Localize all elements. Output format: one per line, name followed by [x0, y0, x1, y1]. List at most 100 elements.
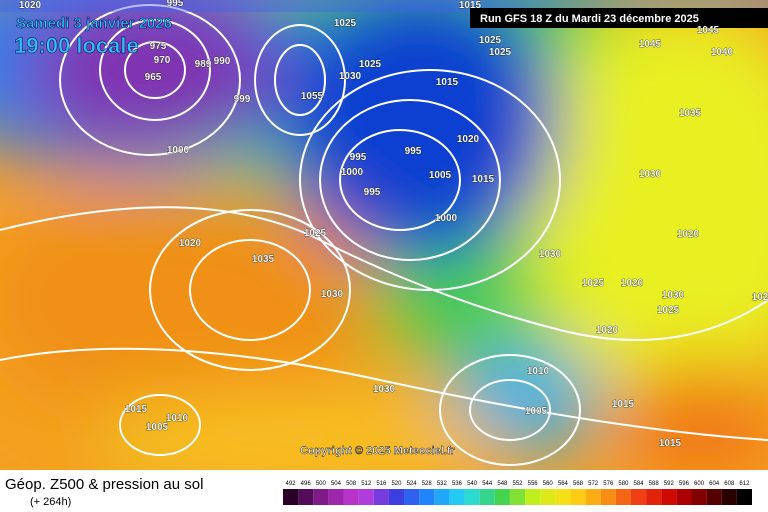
legend-swatch	[404, 489, 420, 505]
isobar-label: 1045	[639, 39, 662, 50]
legend-swatch	[298, 489, 314, 505]
legend-label: 504	[331, 481, 342, 487]
legend-swatch	[706, 489, 722, 505]
isobar-label: 1025	[582, 278, 605, 289]
legend-label: 548	[497, 481, 508, 487]
legend-swatch	[419, 489, 435, 505]
isobar-label: 1010	[527, 366, 550, 377]
legend-swatch	[283, 489, 299, 505]
isobar-label: 102	[752, 292, 768, 303]
isobar-label: 989	[195, 59, 212, 70]
legend-swatch	[509, 489, 526, 505]
legend-swatch	[661, 489, 677, 505]
isobar-label: 1000	[435, 213, 458, 224]
isobar-label: 1030	[662, 290, 685, 301]
legend-label: 608	[724, 481, 735, 487]
legend-label: 592	[664, 481, 675, 487]
legend-label: 512	[361, 481, 372, 487]
legend-swatch	[540, 489, 556, 505]
isobar-label: 1020	[179, 238, 202, 249]
legend-swatch	[449, 489, 465, 505]
date: Samedi 3 janvier 2026	[16, 15, 172, 32]
isobar-label: 1025	[479, 35, 502, 46]
legend-swatch	[328, 489, 344, 505]
isobar-label: 1010	[166, 413, 189, 424]
isobar-label: 1005	[429, 170, 452, 181]
legend-swatch	[585, 489, 601, 505]
footer-title: Géop. Z500 & pression au sol	[5, 476, 203, 493]
isobar-label: 1000	[341, 167, 364, 178]
legend-swatch	[676, 489, 692, 505]
legend-label: 552	[512, 481, 523, 487]
legend-swatch	[630, 489, 647, 505]
legend-label: 544	[482, 481, 493, 487]
legend-swatch	[373, 489, 389, 505]
isobar-label: 1035	[252, 254, 275, 265]
legend-swatch	[525, 489, 541, 505]
legend-swatch	[343, 489, 359, 505]
legend-swatch	[494, 489, 510, 505]
legend-swatch	[479, 489, 495, 505]
map	[0, 0, 768, 470]
legend-swatch	[555, 489, 571, 505]
isobar-label: 1015	[659, 438, 682, 449]
isobar-label: 1030	[373, 384, 396, 395]
run-banner	[470, 8, 768, 28]
isobar-label: 995	[350, 152, 367, 163]
run-text: Run GFS 18 Z du Mardi 23 décembre 2025	[480, 13, 699, 25]
legend-swatch	[434, 489, 450, 505]
legend-label: 584	[634, 481, 645, 487]
legend-label: 556	[528, 481, 539, 487]
legend-label: 564	[558, 481, 569, 487]
legend-label: 516	[376, 481, 387, 487]
isobar-label: 1045	[697, 25, 720, 36]
isobar-label: 999	[234, 94, 251, 105]
legend-label: 524	[407, 481, 418, 487]
isobar-label: 995	[167, 0, 184, 9]
isobar-label: 1025	[359, 59, 382, 70]
isobar-label: 1030	[339, 71, 362, 82]
isobar-label: 1030	[639, 169, 662, 180]
isobar-label: 1025	[489, 47, 512, 58]
isobar-label: 1020	[677, 229, 700, 240]
legend-label: 580	[618, 481, 629, 487]
isobar-label: 970	[154, 55, 171, 66]
legend-swatch	[570, 489, 586, 505]
isobar-label: 990	[214, 56, 231, 67]
legend-swatch	[358, 489, 374, 505]
isobar-label: 1015	[472, 174, 495, 185]
isobar-label: 1025	[304, 228, 327, 239]
legend-label: 588	[649, 481, 660, 487]
legend-swatch	[721, 489, 737, 505]
legend-label: 596	[679, 481, 690, 487]
isobar-label: 1015	[612, 399, 635, 410]
legend-swatch	[736, 489, 752, 505]
isobar-label: 1020	[621, 278, 644, 289]
isobar-label: 1030	[321, 289, 344, 300]
legend-label: 604	[709, 481, 720, 487]
isobar-label: 1025	[657, 305, 680, 316]
isobar-label: 1020	[457, 134, 480, 145]
legend-swatch	[600, 489, 616, 505]
isobar-label: 1005	[146, 422, 169, 433]
isobar-label: 1015	[459, 0, 482, 11]
legend-swatch	[388, 489, 405, 505]
legend-label: 500	[316, 481, 327, 487]
legend-label: 496	[301, 481, 312, 487]
legend-label: 612	[739, 481, 750, 487]
legend-label: 540	[467, 481, 478, 487]
copyright: Copyright © 2025 Meteociel.fr	[300, 445, 456, 457]
isobar-label: 975	[150, 41, 167, 52]
isobar-label: 1030	[539, 249, 562, 260]
legend-label: 532	[437, 481, 448, 487]
isobar-label: 1015	[436, 77, 459, 88]
legend-label: 576	[603, 481, 614, 487]
isobar-label: 1020	[596, 325, 619, 336]
footer-lead: (+ 264h)	[30, 496, 71, 508]
isobar-label: 1015	[125, 404, 148, 415]
legend-label: 536	[452, 481, 463, 487]
isobar-label: 1055	[301, 91, 324, 102]
legend-label: 560	[543, 481, 554, 487]
legend-swatch	[646, 489, 662, 505]
